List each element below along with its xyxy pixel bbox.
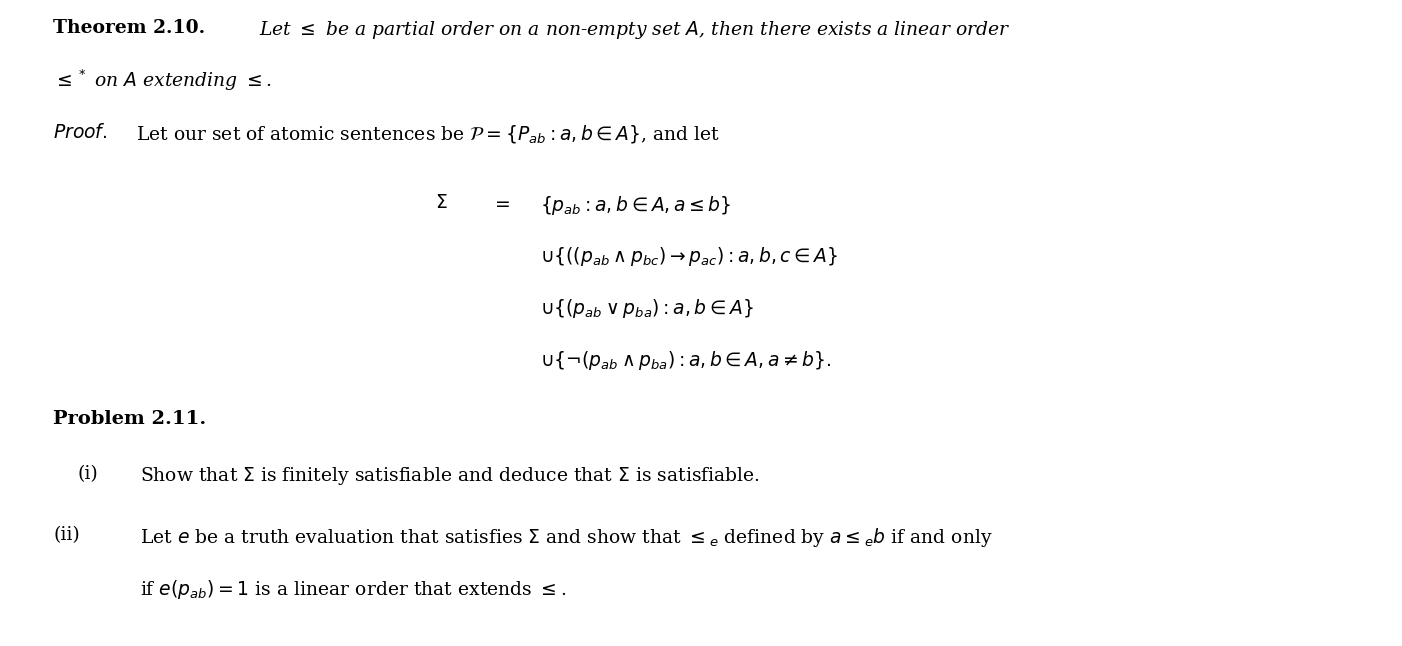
Text: $\{p_{ab} : a, b \in A, a \leq b\}$: $\{p_{ab} : a, b \in A, a \leq b\}$ xyxy=(540,194,732,217)
Text: $=$: $=$ xyxy=(491,194,510,212)
Text: $\Sigma$: $\Sigma$ xyxy=(435,194,447,212)
Text: $\mathit{Proof.}$: $\mathit{Proof.}$ xyxy=(53,123,108,141)
Text: Problem 2.11.: Problem 2.11. xyxy=(53,410,206,428)
Text: Theorem 2.10.: Theorem 2.10. xyxy=(53,19,206,37)
Text: $\cup\{((p_{ab} \wedge p_{bc}) \rightarrow p_{ac}) : a, b, c \in A\}$: $\cup\{((p_{ab} \wedge p_{bc}) \rightarr… xyxy=(540,245,838,269)
Text: if $e(p_{ab}) = 1$ is a linear order that extends $\leq$.: if $e(p_{ab}) = 1$ is a linear order tha… xyxy=(140,578,566,601)
Text: $\cup\{\neg(p_{ab} \wedge p_{ba}) : a, b \in A, a \neq b\}.$: $\cup\{\neg(p_{ab} \wedge p_{ba}) : a, b… xyxy=(540,349,831,372)
Text: $\cup\{(p_{ab} \vee p_{ba}) : a, b \in A\}$: $\cup\{(p_{ab} \vee p_{ba}) : a, b \in A… xyxy=(540,297,753,320)
Text: Let our set of atomic sentences be $\mathcal{P} = \{P_{ab} : a, b \in A\}$, and : Let our set of atomic sentences be $\mat… xyxy=(136,123,721,145)
Text: Let $e$ be a truth evaluation that satisfies $\Sigma$ and show that $\leq_e$ def: Let $e$ be a truth evaluation that satis… xyxy=(140,526,993,550)
Text: Let $\leq$ be a partial order on a non-empty set $A$, then there exists a linear: Let $\leq$ be a partial order on a non-e… xyxy=(259,19,1011,41)
Text: $\leq^*$ on $A$ extending $\leq$.: $\leq^*$ on $A$ extending $\leq$. xyxy=(53,68,272,93)
Text: (i): (i) xyxy=(77,465,98,483)
Text: (ii): (ii) xyxy=(53,526,80,545)
Text: Show that $\Sigma$ is finitely satisfiable and deduce that $\Sigma$ is satisfiab: Show that $\Sigma$ is finitely satisfiab… xyxy=(140,465,760,487)
